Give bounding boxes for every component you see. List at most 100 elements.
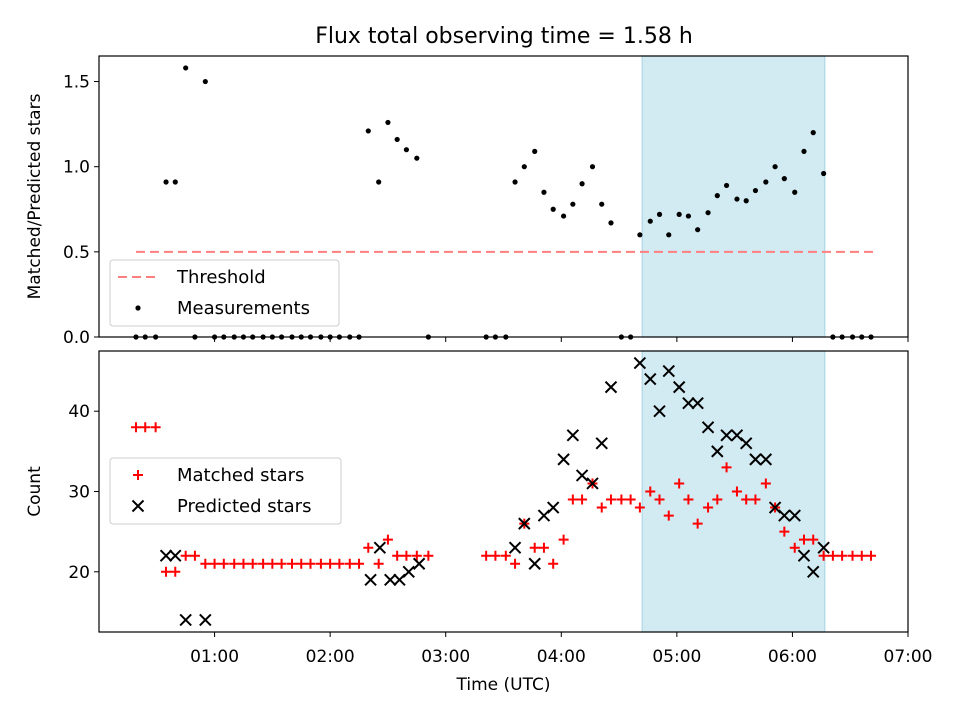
measurement-point (365, 128, 371, 134)
predicted-star-point (817, 541, 830, 554)
predicted-star-point (691, 396, 704, 410)
predicted-star-point (788, 509, 801, 522)
measurement-point (541, 189, 547, 195)
predicted-star-point (682, 396, 695, 410)
matched-star-point (856, 550, 867, 561)
y-tick-label: 1.0 (63, 158, 90, 178)
predicted-star-point (384, 573, 397, 587)
legend-label: Measurements (177, 298, 310, 319)
matched-star-point (481, 550, 492, 561)
predicted-star-point (566, 429, 580, 442)
matched-star-point (577, 494, 588, 505)
matched-star-point (779, 526, 790, 537)
measurement-point (589, 164, 596, 170)
predicted-star-point (749, 453, 762, 466)
matched-star-point (692, 518, 703, 529)
matched-star-point (683, 494, 694, 505)
x-tick-label: 03:00 (421, 647, 470, 667)
y-tick-label: 0.5 (63, 243, 90, 263)
matched-star-point (741, 494, 752, 505)
predicted-star-point (604, 380, 618, 394)
matched-star-point (411, 550, 422, 561)
matched-star-point (401, 550, 412, 561)
chart-title: Flux total observing time = 1.58 h (315, 24, 693, 49)
measurement-point (532, 148, 538, 154)
matched-star-point (645, 486, 656, 497)
observing-span (641, 55, 826, 338)
predicted-star-point (199, 613, 212, 627)
legend-box (109, 457, 342, 525)
matched-star-point (161, 566, 172, 577)
measurement-point (723, 182, 730, 189)
legend-label: Matched stars (177, 465, 304, 486)
matched-star-point (808, 534, 819, 545)
y-axis-label: Count (25, 466, 45, 517)
predicted-star-point (644, 372, 657, 386)
predicted-star-point (759, 453, 773, 466)
x-tick-label: 07:00 (884, 647, 933, 667)
measurement-point (781, 176, 787, 182)
matched-star-point (490, 550, 501, 561)
measurement-point (705, 210, 711, 216)
matched-star-point (798, 534, 809, 545)
predicted-star-point (557, 453, 570, 466)
matched-star-point (267, 558, 278, 569)
matched-star-point (170, 566, 181, 577)
measurement-point (560, 213, 567, 219)
matched-star-point (654, 494, 665, 505)
predicted-star-point (575, 469, 589, 482)
matched-star-point (373, 558, 384, 569)
matched-star-point (538, 542, 549, 553)
legend-dot-swatch (135, 305, 141, 311)
predicted-star-point (662, 364, 675, 378)
predicted-star-point (546, 501, 560, 514)
x-tick-label: 02:00 (306, 647, 355, 667)
matched-star-point (180, 550, 191, 561)
measurement-point (801, 148, 807, 154)
matched-star-point (392, 550, 403, 561)
measurement-point (821, 170, 827, 177)
predicted-star-point (586, 477, 599, 490)
matched-star-point (296, 558, 307, 569)
measurement-point (734, 196, 740, 202)
matched-star-point (238, 558, 249, 569)
measurement-point (685, 213, 692, 219)
matched-star-point (760, 478, 771, 489)
measurement-point (202, 78, 208, 85)
matched-star-point (150, 422, 161, 433)
measurement-point (752, 187, 759, 194)
matched-star-point (305, 558, 316, 569)
matched-star-point (247, 558, 258, 569)
predicted-star-point (672, 380, 686, 394)
matched-star-point (258, 558, 269, 569)
matched-star-point (218, 558, 229, 569)
x-tick-label: 04:00 (537, 647, 586, 667)
predicted-star-point (807, 565, 820, 578)
matched-star-point (344, 558, 355, 569)
y-tick-label: 40 (68, 402, 90, 422)
matched-star-point (287, 558, 298, 569)
matched-star-point (625, 494, 636, 505)
predicted-star-point (653, 405, 666, 418)
bottom-panel: 20 30 40 01:00 02:00 03:00 04:00 05:00 06:00 07:0… (25, 350, 933, 695)
x-tick-label: 01:00 (190, 647, 239, 667)
y-tick-label: 30 (68, 483, 90, 503)
measurement-point (570, 201, 576, 207)
matched-star-point (703, 502, 714, 513)
predicted-star-point (373, 541, 387, 554)
matched-star-point (500, 550, 511, 561)
top-panel: 0.0 0.5 1.0 1.5 Matched/Predicted stars Thres… (25, 55, 909, 348)
matched-star-point (558, 534, 569, 545)
predicted-star-point (159, 549, 173, 562)
legend-label: Threshold (176, 267, 266, 288)
matched-star-point (616, 494, 627, 505)
predicted-star-point (528, 557, 541, 570)
predicted-star-point (720, 429, 733, 442)
predicted-star-point (179, 613, 192, 627)
measurement-point (656, 211, 663, 217)
predicted-star-point (508, 541, 522, 554)
matched-star-point (866, 550, 877, 561)
measurement-point (376, 179, 382, 185)
matched-star-point (382, 534, 393, 545)
